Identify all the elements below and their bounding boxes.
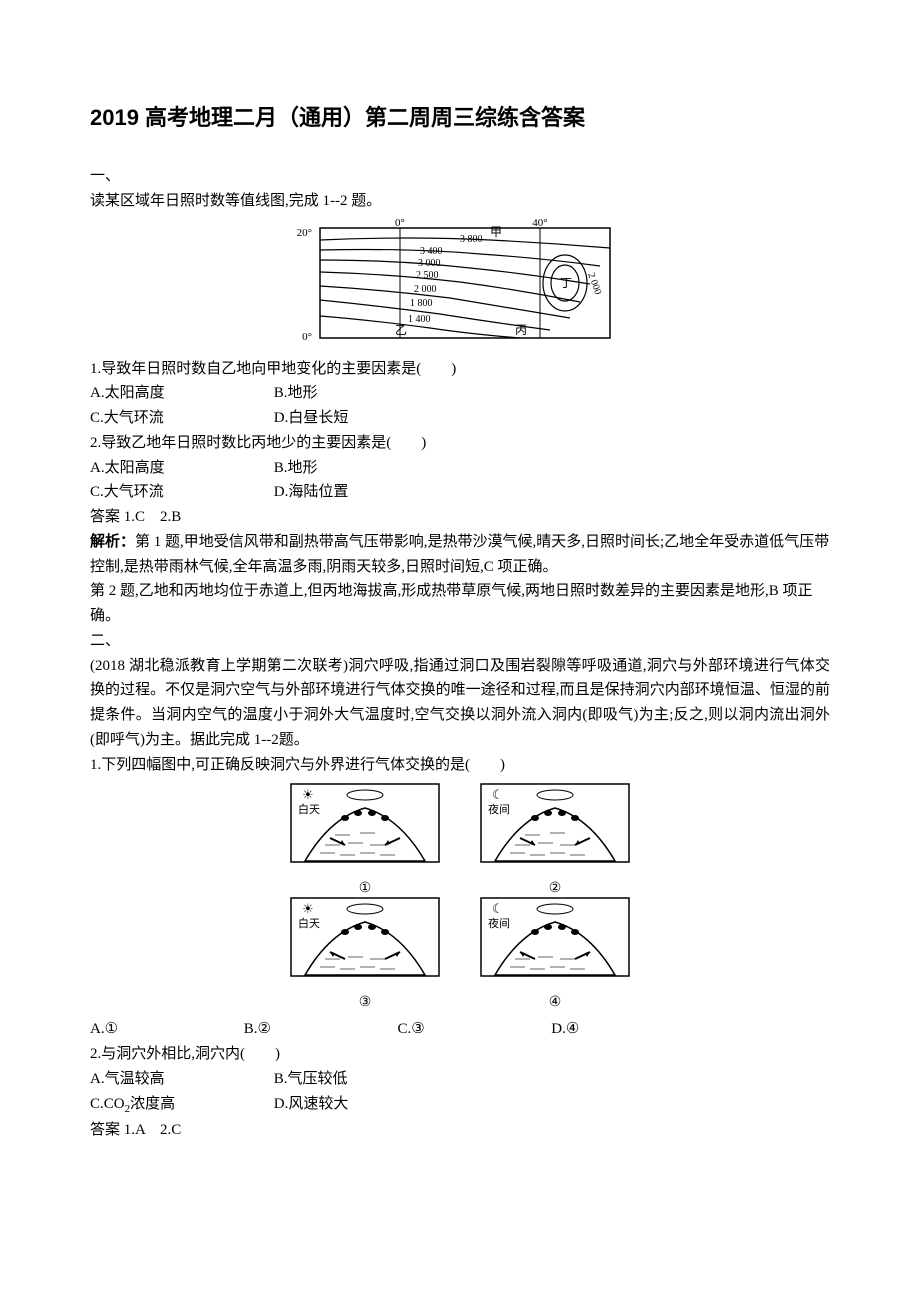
section-2-intro: (2018 湖北稳派教育上学期第二次联考)洞穴呼吸,指通过洞口及围岩裂隙等呼吸通… <box>90 654 830 753</box>
contour-1400: 1 400 <box>408 314 431 325</box>
label-jia: 甲 <box>490 225 502 239</box>
diagram-4: ☾ 夜间 ④ <box>480 897 630 1011</box>
contour-1800: 1 800 <box>410 298 433 309</box>
s1-q2-opt-d: D.海陆位置 <box>274 480 454 505</box>
label-ding: 丁 <box>560 276 572 290</box>
s2-q2-opt-c: C.CO2浓度高 <box>90 1092 270 1118</box>
contour-2500: 2 500 <box>416 270 439 281</box>
moon-icon: ☾ <box>492 787 504 802</box>
s1-explanation-1: 解析：第 1 题,甲地受信风带和副热带高气压带影响,是热带沙漠气候,晴天多,日照… <box>90 530 830 580</box>
diagram-2-nightlabel: 夜间 <box>488 802 510 816</box>
moon-icon-4: ☾ <box>492 901 504 916</box>
s1-q2-opt-a: A.太阳高度 <box>90 456 270 481</box>
co2-post: 浓度高 <box>130 1096 175 1112</box>
s1-q1-opt-c: C.大气环流 <box>90 406 270 431</box>
contour-3000: 3 000 <box>418 258 441 269</box>
diagram-4-svg: ☾ 夜间 <box>480 897 630 987</box>
s2-q2-opt-b: B.气压较低 <box>274 1067 454 1092</box>
lat-top-label: 20° <box>297 227 312 239</box>
s2-q2-opt-d: D.风速较大 <box>274 1092 454 1117</box>
diagram-1: ☀ 白天 ① <box>290 783 440 897</box>
s1-explanation-2: 第 2 题,乙地和丙地均位于赤道上,但丙地海拔高,形成热带草原气候,两地日照时数… <box>90 579 830 629</box>
sun-icon-3: ☀ <box>302 901 314 916</box>
cave-diagram-grid: ☀ 白天 ① ☾ <box>280 783 640 1011</box>
diagram-4-nightlabel: 夜间 <box>488 916 510 930</box>
contour-3400: 3 400 <box>420 246 443 257</box>
s2-q1-opt-c: C.③ <box>398 1017 548 1042</box>
label-yi: 乙 <box>395 323 407 337</box>
co2-pre: C.CO <box>90 1096 125 1112</box>
diagram-3-svg: ☀ 白天 <box>290 897 440 987</box>
s1-q1-opt-b: B.地形 <box>274 381 454 406</box>
lon-left-label: 0° <box>395 218 405 229</box>
diagram-1-daylabel: 白天 <box>298 802 320 816</box>
s2-q1-opt-d: D.④ <box>551 1017 701 1042</box>
diagram-3-daylabel: 白天 <box>298 916 320 930</box>
s1-q1-stem: 1.导致年日照时数自乙地向甲地变化的主要因素是( ) <box>90 357 830 382</box>
label-bing: 丙 <box>515 323 527 337</box>
s2-q2-opt-a: A.气温较高 <box>90 1067 270 1092</box>
diagram-4-label: ④ <box>480 994 630 1011</box>
s1-q2-stem: 2.导致乙地年日照时数比丙地少的主要因素是( ) <box>90 431 830 456</box>
diagram-3-label: ③ <box>290 994 440 1011</box>
section-1-heading: 一、 <box>90 164 830 189</box>
diagram-1-svg: ☀ 白天 <box>290 783 440 873</box>
s1-q1-opt-d: D.白昼长短 <box>274 406 454 431</box>
page-title: 2019 高考地理二月（通用）第二周周三综练含答案 <box>90 100 830 132</box>
s1-answer: 答案 1.C 2.B <box>90 505 830 530</box>
diagram-1-label: ① <box>290 880 440 897</box>
s1-exp1-text: 第 1 题,甲地受信风带和副热带高气压带影响,是热带沙漠气候,晴天多,日照时间长… <box>90 534 829 575</box>
s2-q1-opt-a: A.① <box>90 1017 240 1042</box>
s1-q1-opt-a: A.太阳高度 <box>90 381 270 406</box>
s1-q2-opt-c: C.大气环流 <box>90 480 270 505</box>
sun-icon: ☀ <box>302 787 314 802</box>
lon-right-label: 40° <box>532 218 547 229</box>
contour-2000: 2 000 <box>414 284 437 295</box>
contour-map-svg: 0° 40° 20° 0° 3 800 3 400 3 000 2 500 2 … <box>290 218 630 348</box>
explain-label: 解析： <box>90 533 135 550</box>
diagram-2-label: ② <box>480 880 630 897</box>
section-2-heading: 二、 <box>90 629 830 654</box>
s1-q2-opt-b: B.地形 <box>274 456 454 481</box>
s2-q2-stem: 2.与洞穴外相比,洞穴内( ) <box>90 1042 830 1067</box>
s2-q1-opt-b: B.② <box>244 1017 394 1042</box>
s2-q1-stem: 1.下列四幅图中,可正确反映洞穴与外界进行气体交换的是( ) <box>90 753 830 778</box>
diagram-3: ☀ 白天 ③ <box>290 897 440 1011</box>
contour-3800: 3 800 <box>460 234 483 245</box>
lat-bottom-label: 0° <box>302 331 312 343</box>
diagram-2: ☾ 夜间 ② <box>480 783 630 897</box>
section-1-intro: 读某区域年日照时数等值线图,完成 1--2 题。 <box>90 189 830 214</box>
diagram-2-svg: ☾ 夜间 <box>480 783 630 873</box>
contour-map-figure: 0° 40° 20° 0° 3 800 3 400 3 000 2 500 2 … <box>90 218 830 353</box>
s2-answer: 答案 1.A 2.C <box>90 1118 830 1143</box>
